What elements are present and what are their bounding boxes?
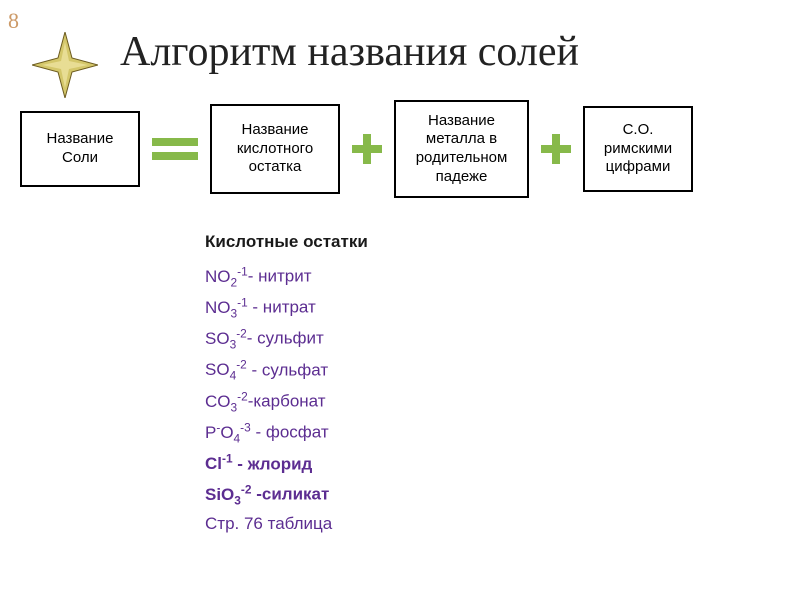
flow-box-oxidation-state: С.О. римскими цифрами <box>583 106 693 192</box>
chem-formula: SO4-2 <box>205 360 247 379</box>
list-heading: Кислотные остатки <box>205 228 368 257</box>
equals-icon <box>152 138 198 160</box>
flow-box-acid-residue: Название кислотного остатка <box>210 104 340 194</box>
chem-formula: Cl-1 <box>205 454 233 473</box>
chem-name: - фосфат <box>251 423 329 442</box>
chem-name: - жлорид <box>233 454 313 473</box>
list-item: CO3-2-карбонат <box>205 386 368 417</box>
chem-name: -карбонат <box>248 392 326 411</box>
list-item: SO4-2 - сульфат <box>205 355 368 386</box>
flow-box-metal-name: Название металла в родительном падеже <box>394 100 529 198</box>
list-item: NO3-1 - нитрат <box>205 292 368 323</box>
chem-formula: SiO3-2 <box>205 485 252 504</box>
slide-title: Алгоритм названия солей <box>120 28 579 76</box>
chem-formula: NO2-1 <box>205 267 248 286</box>
list-item: SO3-2- сульфит <box>205 323 368 354</box>
chem-formula: P-O4-3 <box>205 423 251 442</box>
slide-number: 8 <box>8 8 19 34</box>
list-item: NO2-1- нитрит <box>205 261 368 292</box>
plus-icon <box>352 134 382 164</box>
naming-flow: Название Соли Название кислотного остатк… <box>20 100 693 198</box>
list-item: Cl-1 - жлорид <box>205 449 368 480</box>
chem-formula: NO3-1 <box>205 298 248 317</box>
list-item: SiO3-2 -силикат <box>205 479 368 510</box>
chem-formula: SO3-2 <box>205 329 247 348</box>
chem-name: - сульфит <box>247 329 324 348</box>
plus-icon <box>541 134 571 164</box>
list-item: P-O4-3 - фосфат <box>205 417 368 448</box>
acid-residues-list: Кислотные остатки NO2-1- нитритNO3-1 - н… <box>205 228 368 539</box>
chem-name: -силикат <box>252 485 330 504</box>
chem-name: - сульфат <box>247 360 328 379</box>
flow-box-salt-name: Название Соли <box>20 111 140 187</box>
chem-name: - нитрит <box>248 267 312 286</box>
star-icon <box>32 32 98 103</box>
footer-reference: Стр. 76 таблица <box>205 510 368 539</box>
chem-formula: CO3-2 <box>205 392 248 411</box>
chem-name: - нитрат <box>248 298 316 317</box>
